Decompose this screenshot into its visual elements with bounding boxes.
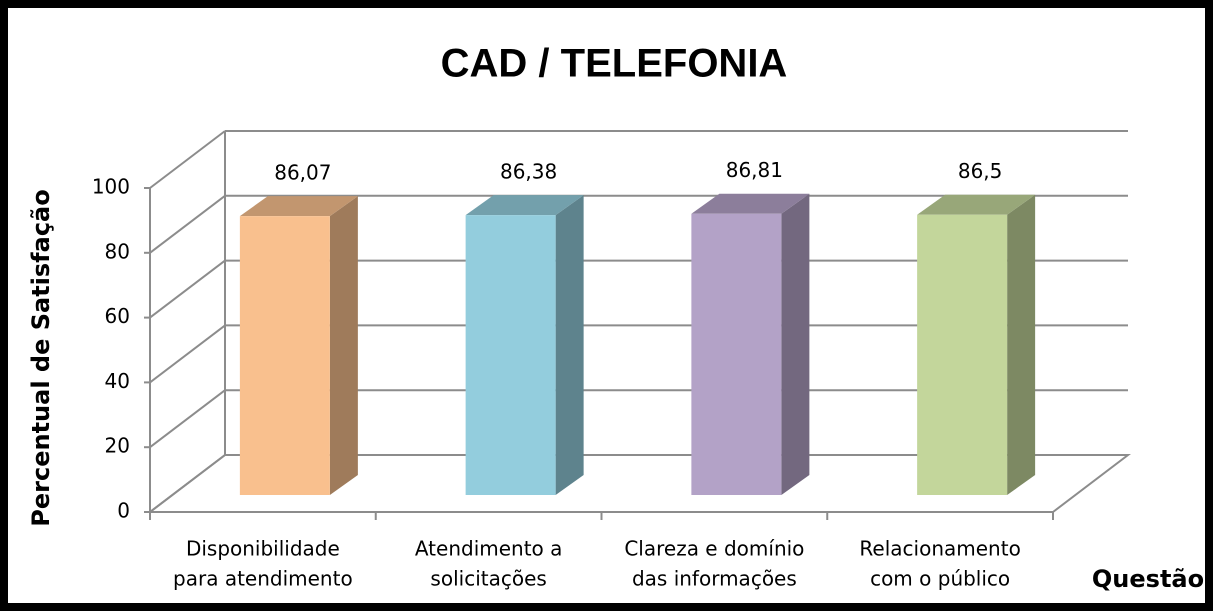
grid-line <box>149 389 226 448</box>
bar-top <box>465 195 584 216</box>
y-tick-label: 80 <box>105 239 130 263</box>
bar-side <box>1007 194 1036 496</box>
data-label: 86,5 <box>958 159 1003 183</box>
x-tick-label: com o público <box>870 567 1010 591</box>
y-tick-label: 40 <box>105 369 130 393</box>
bar <box>465 195 584 496</box>
y-tick-label: 0 <box>117 499 130 523</box>
bar-side <box>329 196 358 496</box>
chart-title: CAD / TELEFONIA <box>441 42 788 86</box>
bar-front <box>917 214 1008 496</box>
y-tick-label: 60 <box>105 304 130 328</box>
x-tick-label: Disponibilidade <box>186 537 340 561</box>
x-tick-label: solicitações <box>430 567 546 591</box>
data-label: 86,81 <box>726 158 783 182</box>
x-tick-label: Atendimento a <box>415 537 563 561</box>
x-axis-label: Questão <box>1092 565 1204 593</box>
data-label: 86,07 <box>274 161 331 185</box>
bar-top <box>691 193 810 214</box>
grid-line <box>149 454 226 513</box>
x-tick-label: Relacionamento <box>859 537 1020 561</box>
bar-front <box>239 216 330 496</box>
grid-line <box>149 259 226 319</box>
x-tick-label: para atendimento <box>173 567 353 591</box>
bar-side <box>781 193 810 495</box>
grid-line <box>149 195 226 254</box>
grid-line <box>149 324 226 384</box>
bar <box>917 194 1036 496</box>
bar <box>239 196 358 496</box>
x-tick-label: Clareza e domínio <box>624 537 804 561</box>
bar-front <box>691 213 782 495</box>
bar <box>691 193 810 495</box>
y-tick-label: 20 <box>105 434 130 458</box>
y-tick-label: 100 <box>92 175 130 199</box>
bar-top <box>239 196 358 217</box>
data-label: 86,38 <box>500 160 557 184</box>
grid-line <box>149 130 226 189</box>
bar-side <box>555 195 584 496</box>
bar-top <box>917 194 1036 215</box>
x-tick-label: das informações <box>632 567 797 591</box>
y-axis-label: Percentual de Satisfação <box>27 189 55 526</box>
bar-front <box>465 215 556 496</box>
